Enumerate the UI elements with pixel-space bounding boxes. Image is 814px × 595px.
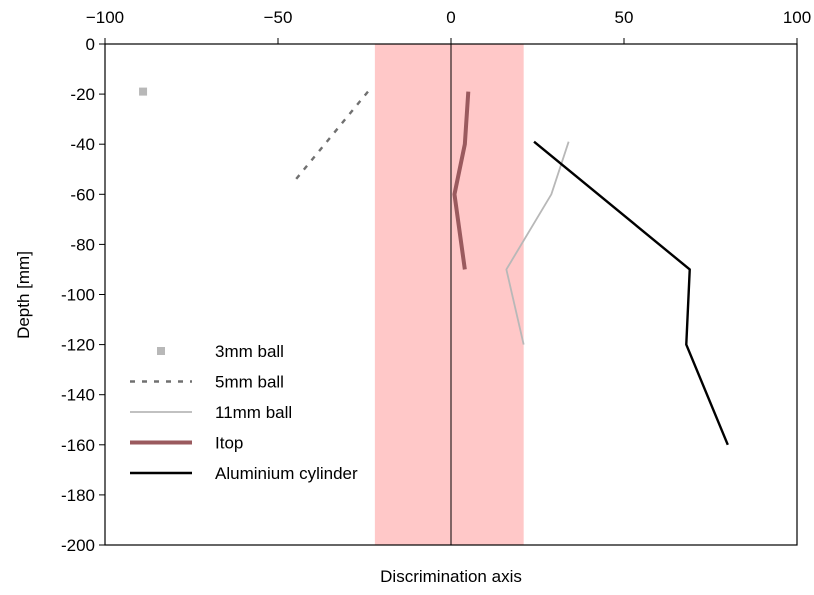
y-tick-label: -60 bbox=[70, 185, 95, 204]
y-axis-title: Depth [mm] bbox=[14, 251, 33, 339]
x-tick-label: −50 bbox=[264, 8, 293, 27]
series-itop-line bbox=[452, 91, 471, 270]
y-tick-label: -20 bbox=[70, 85, 95, 104]
series-11mm-ball-line bbox=[505, 141, 570, 345]
legend-aluminium-cylinder-label: Aluminium cylinder bbox=[215, 464, 358, 483]
x-axis-title: Discrimination axis bbox=[380, 567, 522, 586]
y-tick-label: -80 bbox=[70, 235, 95, 254]
y-tick-label: -40 bbox=[70, 135, 95, 154]
legend-5mm-ball-label: 5mm ball bbox=[215, 373, 284, 392]
y-tick-label: -160 bbox=[61, 436, 95, 455]
legend-3mm-ball-swatch bbox=[157, 347, 165, 355]
series-3mm-ball-point bbox=[139, 87, 148, 96]
x-tick-label: −100 bbox=[86, 8, 124, 27]
y-tick-label: 0 bbox=[86, 35, 95, 54]
legend-itop-label: Itop bbox=[215, 434, 243, 453]
y-tick-label: -120 bbox=[61, 336, 95, 355]
x-tick-label: 50 bbox=[615, 8, 634, 27]
discrimination-band bbox=[374, 44, 524, 545]
x-tick-label: 0 bbox=[446, 8, 455, 27]
series-aluminium-cylinder-line bbox=[533, 140, 729, 446]
legend-3mm-ball-label: 3mm ball bbox=[215, 342, 284, 361]
x-tick-label: 100 bbox=[783, 8, 811, 27]
y-tick-label: -200 bbox=[61, 536, 95, 555]
legend-11mm-ball-label: 11mm ball bbox=[215, 403, 292, 422]
y-tick-label: -140 bbox=[61, 386, 95, 405]
series-5mm-ball-line bbox=[290, 90, 369, 186]
y-tick-label: -100 bbox=[61, 286, 95, 305]
y-tick-label: -180 bbox=[61, 486, 95, 505]
